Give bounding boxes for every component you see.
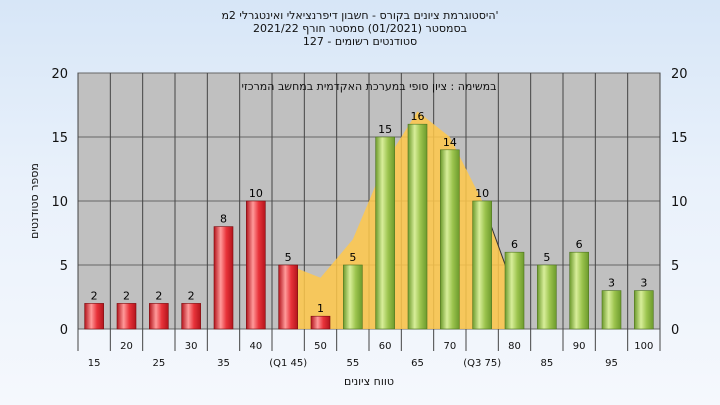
y-tick-label-left: 10 (51, 195, 68, 210)
bar-value-label: 2 (91, 289, 98, 302)
bar-value-label: 8 (220, 213, 227, 226)
y-tick-label-left: 0 (60, 323, 68, 338)
y-tick-label-right: 15 (671, 131, 688, 146)
x-tick-label: 95 (605, 358, 618, 369)
bar-value-label: 2 (123, 289, 130, 302)
x-tick-label: 80 (508, 341, 521, 352)
x-tick-label: 25 (152, 358, 165, 369)
y-tick-label-right: 20 (671, 67, 688, 82)
x-tick-label: 55 (346, 358, 359, 369)
bar-value-label: 2 (188, 289, 195, 302)
x-tick-label: 90 (573, 341, 586, 352)
bar-value-label: 3 (640, 277, 647, 290)
histogram-bar (84, 303, 104, 330)
histogram-bar (310, 315, 331, 330)
bar-value-label: 14 (443, 136, 457, 149)
x-tick-label: 60 (379, 341, 392, 352)
histogram-bar (440, 149, 460, 330)
bar-value-label: 16 (411, 110, 425, 123)
histogram-bar (213, 226, 234, 330)
bar-value-label: 5 (349, 251, 356, 264)
bar-value-label: 6 (576, 238, 583, 251)
y-tick-label-left: 20 (51, 67, 68, 82)
x-tick-label: (Q1 45) (269, 358, 307, 369)
bar-value-label: 3 (608, 277, 615, 290)
x-tick-label: (Q3 75) (463, 358, 501, 369)
x-tick-label: 65 (411, 358, 424, 369)
histogram-bar (246, 200, 266, 330)
y-tick-label-left: 15 (51, 131, 68, 146)
x-tick-label: 70 (443, 341, 456, 352)
y-tick-label-right: 10 (671, 195, 688, 210)
bar-value-label: 15 (378, 123, 392, 136)
bar-value-label: 1 (317, 302, 324, 315)
y-tick-label-left: 5 (60, 259, 68, 274)
histogram-bar (343, 264, 363, 330)
y-tick-label-right: 5 (671, 259, 679, 274)
histogram-bar (472, 200, 492, 330)
x-tick-label: 20 (120, 341, 133, 352)
bar-value-label: 5 (543, 251, 550, 264)
x-axis-label: טווח ציונים (344, 375, 394, 388)
chart-title-line-1: 'היסטוגרמת ציונים בקורס - חשבון דיפרנציא… (221, 9, 499, 22)
x-tick-label: 30 (185, 341, 198, 352)
histogram-bar (149, 303, 169, 330)
histogram-bar (537, 264, 557, 330)
x-tick-label: 85 (540, 358, 553, 369)
bar-value-label: 10 (249, 187, 263, 200)
y-tick-label-right: 0 (671, 323, 679, 338)
x-tick-label: 100 (634, 341, 653, 352)
x-tick-label: 40 (249, 341, 262, 352)
bar-value-label: 6 (511, 238, 518, 251)
bar-value-label: 5 (285, 251, 292, 264)
histogram-bar (634, 290, 654, 330)
histogram-bar (601, 290, 622, 330)
x-tick-label: 50 (314, 341, 327, 352)
histogram-bar (407, 123, 428, 330)
x-tick-label: 15 (88, 358, 101, 369)
chart-title-line-2: בסמסטר (01/2021) סמסטר חורף 2021/22 (253, 22, 467, 35)
chart-title-line-3: סטודנטים רשומים - 127 (302, 35, 418, 48)
y-axis-label: מספר סטודנטים (28, 163, 41, 239)
histogram-bar (569, 251, 589, 330)
histogram-bar (504, 251, 525, 330)
histogram-bar (375, 136, 395, 330)
histogram-bar (116, 303, 137, 330)
histogram-bar (278, 264, 298, 330)
x-tick-label: 35 (217, 358, 230, 369)
histogram-bar (181, 303, 201, 330)
chart-subtitle: במשימה : ציון סופי במערכת האקדמית במחשב … (242, 80, 497, 93)
bar-value-label: 2 (155, 289, 162, 302)
bar-value-label: 10 (475, 187, 489, 200)
